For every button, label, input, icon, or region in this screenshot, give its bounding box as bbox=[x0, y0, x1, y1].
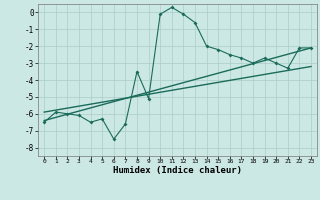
X-axis label: Humidex (Indice chaleur): Humidex (Indice chaleur) bbox=[113, 166, 242, 175]
